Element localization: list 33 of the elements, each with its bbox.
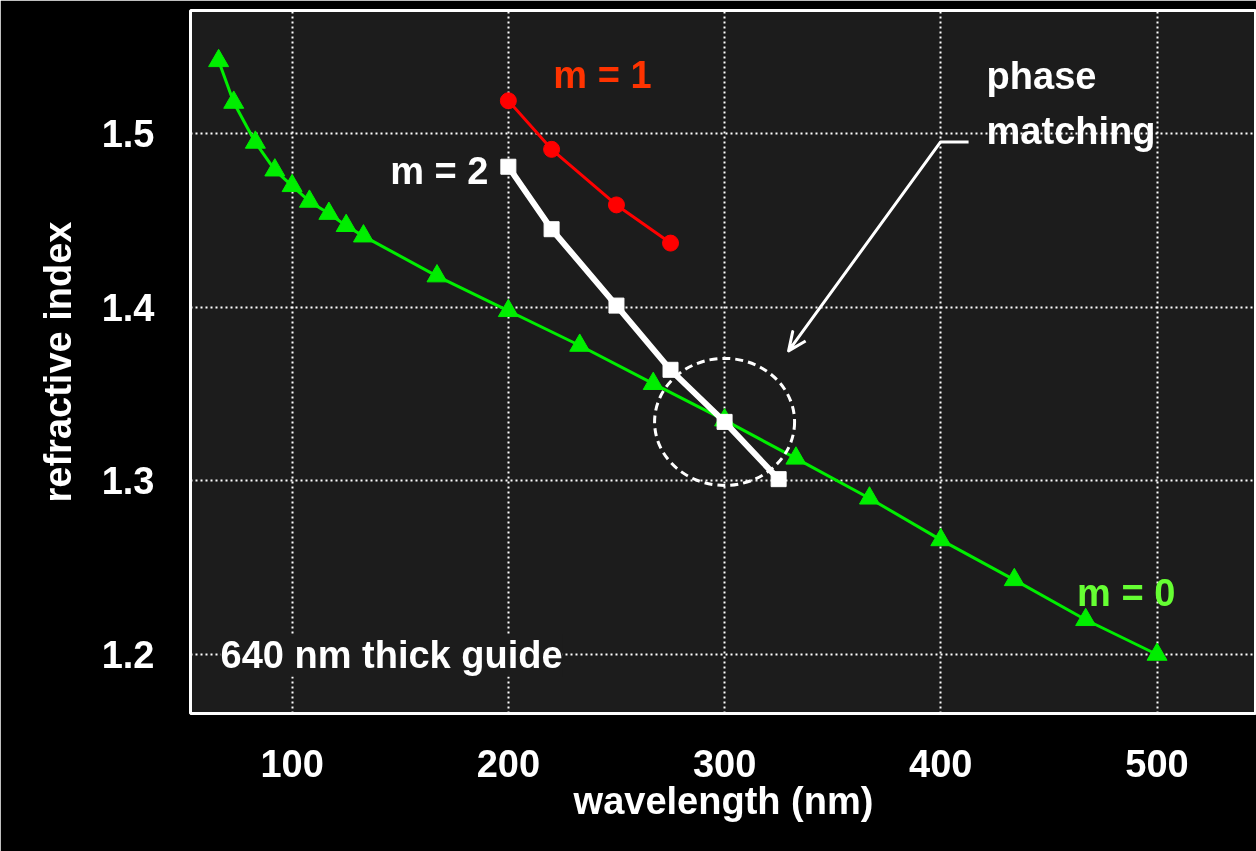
y-tick-label: 1.3	[101, 460, 155, 503]
y-axis-title: refractive index	[36, 221, 79, 503]
x-tick-label: 100	[260, 742, 324, 785]
y-tick-label: 1.4	[101, 286, 155, 329]
point	[1075, 607, 1097, 627]
x-tick-label: 500	[1125, 742, 1189, 785]
point	[569, 333, 591, 352]
series-label: m = 1	[553, 53, 652, 96]
point	[426, 264, 448, 283]
point	[281, 173, 303, 193]
point	[298, 189, 320, 208]
point	[497, 298, 519, 318]
point	[335, 213, 357, 233]
point	[244, 130, 266, 149]
point	[858, 486, 880, 505]
series-label: m = 2	[390, 149, 489, 192]
x-tick-label: 200	[476, 742, 541, 785]
point	[930, 527, 952, 547]
point	[1146, 642, 1168, 661]
annotation: phase matching	[986, 55, 1156, 152]
point	[264, 158, 286, 177]
annotation: 640 nm thick guide	[220, 634, 563, 677]
y-tick-label: 1.5	[101, 113, 155, 156]
y-tick-label: 1.2	[101, 633, 155, 676]
point	[208, 48, 230, 68]
x-tick-label: 400	[909, 742, 973, 785]
point	[642, 371, 664, 390]
point	[1003, 567, 1025, 587]
point	[318, 201, 340, 220]
series-label: m = 0	[1077, 572, 1176, 615]
point	[223, 90, 245, 109]
point	[785, 446, 807, 465]
point	[352, 224, 374, 243]
